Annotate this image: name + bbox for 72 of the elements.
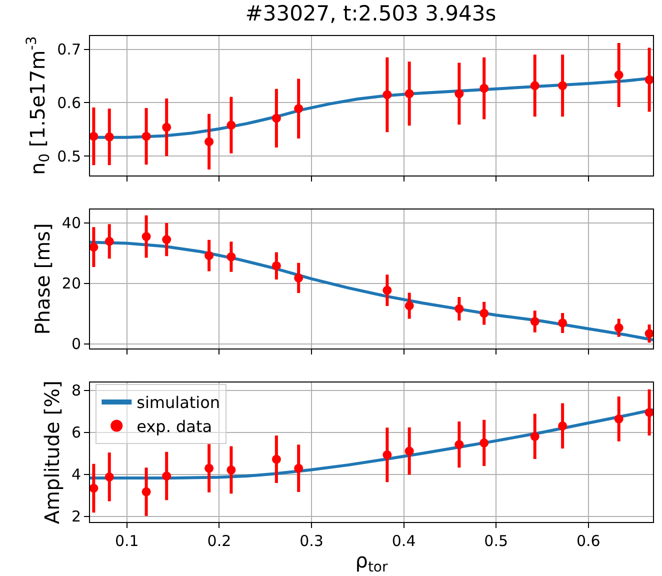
- point: [382, 450, 392, 460]
- point: [558, 421, 568, 430]
- point: [480, 438, 489, 448]
- point: [90, 242, 98, 252]
- point: [530, 316, 540, 326]
- point: [294, 273, 304, 282]
- point: [382, 90, 392, 100]
- point: [272, 114, 281, 123]
- point: [142, 132, 151, 141]
- point: [480, 308, 489, 318]
- point: [644, 75, 653, 84]
- point: [272, 454, 281, 464]
- point: [104, 132, 114, 142]
- point: [404, 446, 414, 456]
- point: [162, 235, 172, 244]
- legend-label: exp. data: [136, 417, 212, 436]
- point: [454, 89, 464, 98]
- y-tick-label: 8: [71, 382, 81, 400]
- y-tick-label: 0.6: [57, 94, 81, 112]
- point: [454, 440, 464, 450]
- point: [644, 329, 653, 338]
- point: [530, 81, 540, 90]
- point: [104, 472, 114, 482]
- point: [644, 408, 653, 417]
- point: [294, 464, 304, 473]
- point: [530, 432, 540, 441]
- y-tick-label: 2: [71, 508, 81, 526]
- point: [204, 464, 214, 473]
- point: [294, 104, 304, 114]
- y-axis-title: Amplitude [%]: [40, 380, 64, 524]
- point: [162, 122, 172, 132]
- y-tick-label: 20: [62, 274, 81, 293]
- point: [272, 261, 281, 270]
- y-tick-label: 4: [71, 466, 81, 484]
- point: [226, 252, 236, 262]
- point: [226, 465, 236, 474]
- chart-title: #33027, t:2.503 3.943s: [245, 1, 496, 26]
- point: [142, 487, 151, 496]
- x-tick-label: 0.6: [576, 532, 600, 550]
- y-tick-label: 0.5: [57, 147, 81, 166]
- point: [480, 84, 489, 93]
- point: [404, 89, 414, 98]
- point: [558, 81, 568, 90]
- y-axis-title: Phase [ms]: [30, 223, 54, 335]
- point: [204, 137, 214, 146]
- point: [614, 323, 624, 332]
- x-tick-label: 0.1: [114, 532, 139, 550]
- point: [226, 120, 236, 130]
- point: [90, 484, 98, 493]
- point: [90, 132, 98, 141]
- point: [558, 318, 568, 328]
- point: [104, 236, 114, 246]
- x-tick-label: 0.5: [484, 532, 508, 550]
- y-tick-label: 40: [62, 214, 81, 232]
- x-axis-title: ρ$_{tor}$: [355, 548, 388, 576]
- line-series: [90, 240, 653, 342]
- point: [382, 286, 392, 295]
- x-tick-label: 0.4: [392, 532, 416, 550]
- line-series: [90, 408, 653, 480]
- point: [142, 232, 151, 242]
- point: [614, 70, 624, 80]
- x-tick-label: 0.3: [300, 532, 324, 550]
- point: [204, 251, 214, 260]
- x-tick-label: 0.2: [207, 532, 232, 550]
- y-tick-label: 0: [71, 335, 81, 354]
- point: [614, 414, 624, 424]
- legend-label: simulation: [136, 393, 220, 412]
- point: [162, 472, 172, 481]
- y-tick-label: 6: [71, 424, 81, 442]
- point: [404, 301, 414, 310]
- y-tick-label: 0.7: [57, 40, 81, 59]
- point: [454, 304, 464, 314]
